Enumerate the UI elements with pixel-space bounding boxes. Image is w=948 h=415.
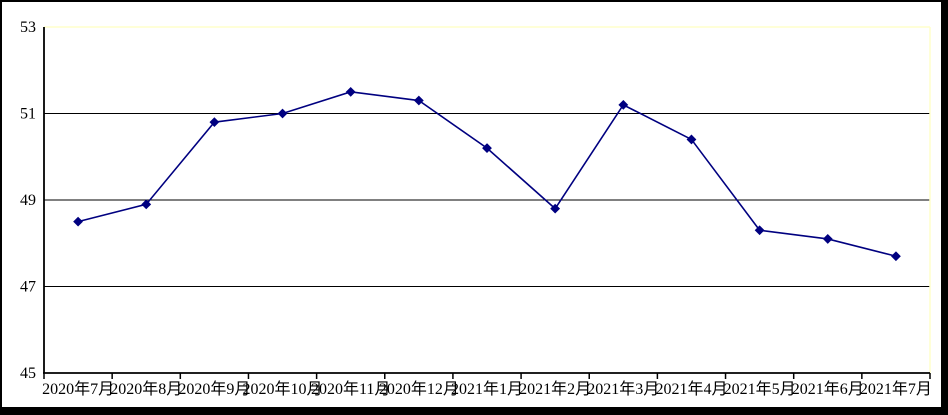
data-point (754, 225, 765, 236)
y-axis-label: 51 (20, 106, 36, 123)
x-axis-label: 2020年12月 (379, 380, 459, 398)
y-axis-label: 47 (20, 279, 36, 296)
axes (43, 27, 930, 374)
data-point (73, 216, 83, 227)
data-point (209, 117, 220, 128)
x-axis-label: 2021年4月 (655, 380, 727, 398)
data-point (141, 199, 152, 210)
y-axis-labels: 53 51 49 47 45 (20, 19, 36, 382)
data-point (686, 134, 697, 145)
data-point (891, 251, 901, 262)
gridlines (44, 113, 930, 287)
data-point (413, 95, 424, 106)
data-point (345, 86, 356, 97)
x-axis-label: 2021年5月 (724, 380, 796, 398)
x-axis-label: 2020年7月 (42, 380, 114, 398)
series-line (77, 91, 897, 258)
x-axis-label: 2021年6月 (792, 380, 864, 398)
x-axis-label: 2020年11月 (311, 380, 390, 398)
x-axis-label: 2020年8月 (110, 380, 182, 398)
y-axis-label: 49 (20, 192, 36, 209)
x-axis-label: 2021年1月 (451, 380, 523, 398)
data-point (618, 99, 629, 110)
data-point (550, 203, 561, 214)
y-axis-label: 45 (20, 365, 36, 382)
x-tick-marks (43, 373, 931, 379)
x-axis-label: 2020年10月 (243, 380, 323, 398)
line-chart: 53 51 49 47 45 2020年7月2020年8月2020年9月2020年10月… (20, 19, 932, 398)
data-point (277, 108, 288, 119)
data-series (73, 86, 901, 262)
x-axis-label: 2021年3月 (587, 380, 659, 398)
x-axis-label: 2021年7月 (860, 380, 932, 398)
x-axis-label: 2021年2月 (519, 380, 591, 398)
data-point (482, 143, 492, 154)
x-axis-label: 2020年9月 (178, 380, 250, 398)
y-axis-label: 53 (20, 19, 36, 36)
data-point (822, 234, 833, 244)
plot-border (44, 26, 931, 373)
x-axis-labels: 2020年7月2020年8月2020年9月2020年10月2020年11月202… (42, 380, 932, 398)
